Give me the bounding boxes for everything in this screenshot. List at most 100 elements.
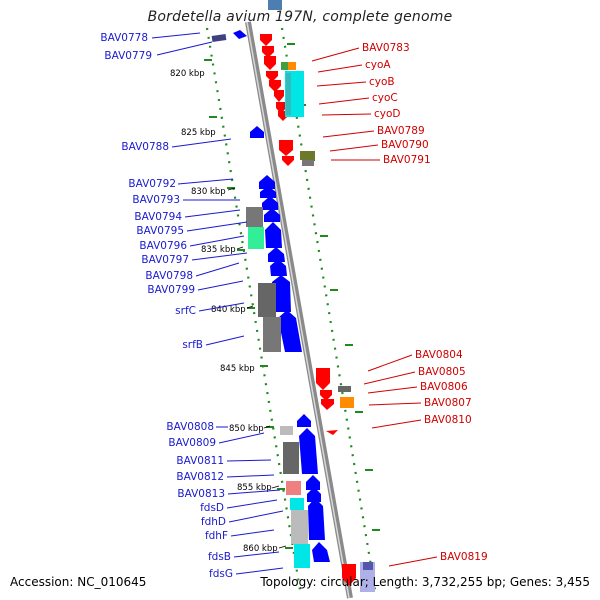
genome-backbone — [245, 21, 353, 599]
gene-arrow — [270, 259, 287, 276]
gene-label: cyoD — [374, 108, 401, 120]
gene-arrow — [308, 498, 325, 540]
gene-label: cyoA — [365, 59, 391, 71]
gene-label: BAV0809 — [168, 437, 216, 449]
feature-block — [338, 386, 351, 392]
gene-arrow — [306, 475, 320, 490]
gene-label: fdsD — [200, 502, 224, 514]
left-label-group: BAV0778 BAV0779 BAV0788 BAV0792 BAV0793 … — [100, 32, 233, 580]
kbp-connectors — [227, 187, 287, 549]
feature-block — [281, 62, 288, 70]
gene-arrow — [278, 310, 302, 352]
gene-arrow — [264, 208, 280, 222]
gene-label: BAV0805 — [418, 366, 466, 378]
left-leader-lines — [151, 32, 284, 575]
gene-label: cyoB — [369, 76, 395, 88]
feature-block — [302, 160, 314, 166]
feature-block — [246, 207, 263, 227]
kbp-label: 845 kbp — [220, 364, 255, 374]
gene-arrow — [269, 80, 281, 92]
feature-block — [291, 510, 308, 544]
gene-block — [211, 34, 227, 42]
right-label-group: BAV0783 cyoA cyoB cyoC cyoD BAV0789 BAV0… — [362, 42, 488, 563]
feature-block — [294, 544, 310, 568]
right-leader-lines — [311, 47, 438, 567]
feature-block — [290, 498, 304, 510]
kbp-label: 830 kbp — [191, 187, 226, 197]
gene-arrow — [250, 126, 264, 138]
gene-label: fdsG — [209, 568, 233, 580]
gene-label: BAV0807 — [424, 397, 472, 409]
gene-arrow — [268, 247, 285, 262]
gene-label: BAV0794 — [134, 211, 182, 223]
gene-arrow — [265, 222, 282, 248]
gene-arrow — [342, 564, 356, 586]
gene-arrow — [321, 399, 334, 410]
gene-label: BAV0788 — [121, 141, 169, 153]
gene-label: BAV0778 — [100, 32, 148, 44]
gene-arrow — [259, 175, 275, 189]
gene-label: BAV0797 — [141, 254, 189, 266]
kbp-label: 840 kbp — [211, 305, 246, 315]
feature-block — [340, 397, 354, 408]
gene-label: cyoC — [372, 92, 398, 104]
gene-label: BAV0783 — [362, 42, 410, 54]
gene-label: BAV0790 — [381, 139, 429, 151]
gene-label: BAV0798 — [145, 270, 193, 282]
gene-label: BAV0779 — [104, 50, 152, 62]
gene-label: BAV0804 — [415, 349, 463, 361]
gene-arrow — [272, 275, 291, 312]
gene-arrow — [260, 34, 272, 46]
gene-label: BAV0810 — [424, 414, 472, 426]
feature-block — [286, 481, 301, 495]
gene-label: fdhF — [205, 530, 228, 542]
reverse-strand-genes — [260, 34, 356, 586]
gene-arrow — [262, 196, 278, 210]
gene-label: BAV0792 — [128, 178, 176, 190]
gene-label: BAV0795 — [136, 225, 184, 237]
kbp-label: 850 kbp — [229, 424, 264, 434]
gene-label: BAV0793 — [132, 194, 180, 206]
gene-arrow — [299, 428, 318, 474]
gene-label: BAV0789 — [377, 125, 425, 137]
gene-label: srfC — [175, 305, 196, 317]
gene-label: BAV0791 — [383, 154, 431, 166]
gene-label: BAV0811 — [176, 455, 224, 467]
gene-label: BAV0812 — [176, 471, 224, 483]
feature-block — [300, 151, 315, 160]
gene-arrow — [233, 30, 247, 39]
gene-label: BAV0808 — [166, 421, 214, 433]
gene-arrow — [279, 140, 293, 156]
gene-arrow — [316, 368, 330, 390]
gene-label: BAV0796 — [139, 240, 187, 252]
gene-arrow — [282, 156, 294, 166]
feature-block — [248, 227, 264, 249]
kbp-label: 860 kbp — [243, 544, 278, 554]
gene-label: fdhD — [201, 516, 226, 528]
kbp-label: 820 kbp — [170, 69, 205, 79]
gene-label: srfB — [182, 339, 203, 351]
gene-label: BAV0799 — [147, 284, 195, 296]
feature-block — [286, 73, 291, 115]
accession-label: Accession: NC_010645 — [10, 575, 147, 589]
gene-label: BAV0819 — [440, 551, 488, 563]
topology-label: Topology: circular; Length: 3,732,255 bp… — [260, 575, 590, 589]
kbp-label-group: 820 kbp 825 kbp 830 kbp 835 kbp 840 kbp … — [170, 69, 278, 554]
gene-arrow — [260, 186, 276, 198]
feature-block — [263, 317, 281, 352]
feature-blocks — [246, 0, 375, 592]
gene-arrow — [297, 414, 311, 427]
gene-arrow — [266, 71, 278, 82]
feature-block — [268, 0, 282, 10]
gene-arrow — [326, 430, 338, 435]
gene-label: fdsB — [208, 551, 231, 563]
gene-arrow — [274, 90, 284, 102]
feature-block — [283, 442, 299, 474]
forward-strand-genes — [211, 30, 330, 562]
feature-block — [288, 62, 296, 70]
map-title: Bordetella avium 197N, complete genome — [147, 9, 453, 25]
kbp-label: 855 kbp — [237, 483, 272, 493]
gene-arrow — [262, 46, 274, 58]
gene-label: BAV0806 — [420, 381, 468, 393]
